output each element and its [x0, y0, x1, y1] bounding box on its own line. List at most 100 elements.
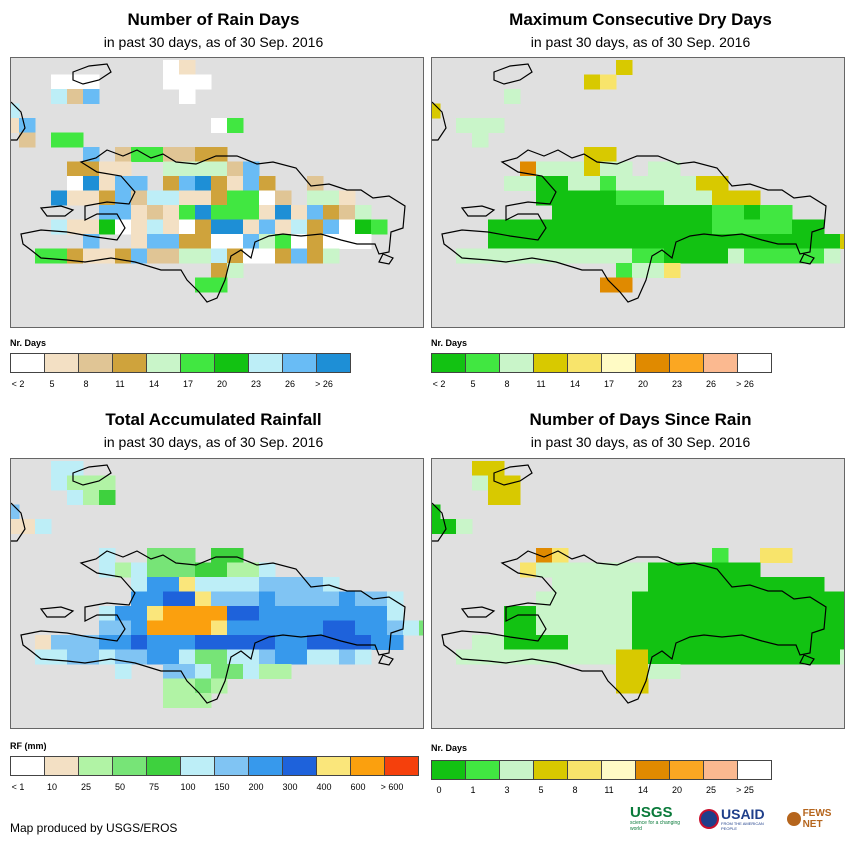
grid-cell	[275, 219, 292, 235]
grid-cell	[195, 190, 212, 206]
grid-cell	[744, 649, 761, 665]
grid-cell	[99, 205, 116, 220]
grid-cell	[179, 562, 196, 578]
grid-cell	[712, 190, 729, 206]
grid-cell	[696, 248, 713, 264]
grid-cell	[147, 205, 164, 220]
grid-cell	[227, 263, 244, 278]
grid-cell	[808, 219, 825, 235]
grid-cell	[99, 620, 116, 636]
grid-cell	[504, 490, 521, 505]
grid-cell	[227, 190, 244, 206]
grid-cell	[163, 591, 180, 607]
island-outline	[432, 502, 447, 542]
grid-cell	[51, 461, 68, 476]
grid-cell	[696, 219, 713, 235]
grid-cell	[339, 649, 356, 665]
grid-cell	[195, 205, 212, 220]
grid-cell	[632, 664, 649, 679]
grid-cell	[584, 562, 601, 578]
grid-cell	[680, 205, 697, 220]
grid-cell	[664, 219, 681, 235]
grid-cell	[536, 190, 553, 206]
grid-cell	[680, 190, 697, 206]
grid-cell	[568, 577, 585, 592]
grid-cell	[67, 219, 84, 235]
grid-cell	[552, 205, 569, 220]
grid-cell	[648, 234, 665, 249]
grid-cell	[792, 591, 809, 607]
grid-cell	[227, 118, 244, 133]
legend-label: 5	[470, 379, 476, 389]
grid-cell	[131, 591, 148, 607]
grid-cell	[131, 234, 148, 249]
grid-cell	[355, 649, 372, 665]
grid-cell	[648, 219, 665, 235]
grid-cell	[323, 234, 340, 249]
grid-cell	[195, 248, 212, 264]
grid-cell	[600, 248, 617, 264]
grid-cell	[243, 620, 260, 636]
legend-swatch	[738, 354, 771, 372]
grid-cell	[371, 591, 388, 607]
grid-cell	[227, 205, 244, 220]
grid-cell	[115, 161, 132, 177]
grid-cell	[632, 649, 649, 665]
legend-swatch	[602, 354, 636, 372]
grid-cell	[632, 263, 649, 278]
grid-cell	[179, 60, 196, 75]
legend-swatch	[466, 354, 500, 372]
grid-cell	[616, 277, 633, 293]
grid-cell	[11, 519, 20, 534]
legend-swatch	[147, 354, 181, 372]
grid-cell	[259, 219, 276, 235]
grid-cell	[696, 649, 713, 665]
legend-swatch	[45, 354, 79, 372]
panel-title: Total Accumulated Rainfall	[105, 410, 322, 429]
grid-cell	[371, 219, 388, 235]
grid-cell	[728, 205, 745, 220]
grid-cell	[776, 248, 793, 264]
grid-cell	[83, 176, 100, 191]
grid-cell	[339, 205, 356, 220]
legend-swatch	[738, 761, 771, 779]
grid-cell	[195, 74, 212, 90]
legend-swatch	[432, 354, 466, 372]
grid-cell	[664, 577, 681, 592]
legend-label: 11	[536, 379, 546, 389]
grid-cell	[568, 606, 585, 621]
grid-cell	[792, 635, 809, 650]
legend-swatch	[283, 354, 317, 372]
grid-cell	[696, 620, 713, 636]
grid-cell	[584, 577, 601, 592]
grid-cell	[472, 635, 489, 650]
grid-cell	[211, 649, 228, 665]
grid-cell	[568, 234, 585, 249]
grid-cell	[307, 606, 324, 621]
legend-swatch	[466, 761, 500, 779]
grid-cell	[616, 205, 633, 220]
legend-title: Nr. Days	[10, 338, 47, 348]
grid-cell	[632, 205, 649, 220]
grid-cell	[808, 606, 825, 621]
panel-subtitle: in past 30 days, as of 30 Sep. 2016	[530, 434, 751, 450]
grid-cell	[472, 248, 489, 264]
usaid-wordmark: USAID	[721, 806, 765, 822]
grid-cell	[568, 649, 585, 665]
grid-cell	[227, 620, 244, 636]
map-rain-days	[10, 57, 424, 328]
grid-cell	[632, 577, 649, 592]
grid-cell	[488, 248, 505, 264]
grid-cell	[712, 635, 729, 650]
grid-cell	[259, 606, 276, 621]
grid-cell	[760, 649, 777, 665]
island-outline	[493, 63, 533, 85]
grid-cell	[211, 161, 228, 177]
grid-cell	[552, 190, 569, 206]
grid-cell	[728, 577, 745, 592]
grid-cell	[696, 190, 713, 206]
grid-cell	[760, 620, 777, 636]
grid-cell	[712, 577, 729, 592]
grid-cell	[67, 635, 84, 650]
grid-cell	[131, 219, 148, 235]
